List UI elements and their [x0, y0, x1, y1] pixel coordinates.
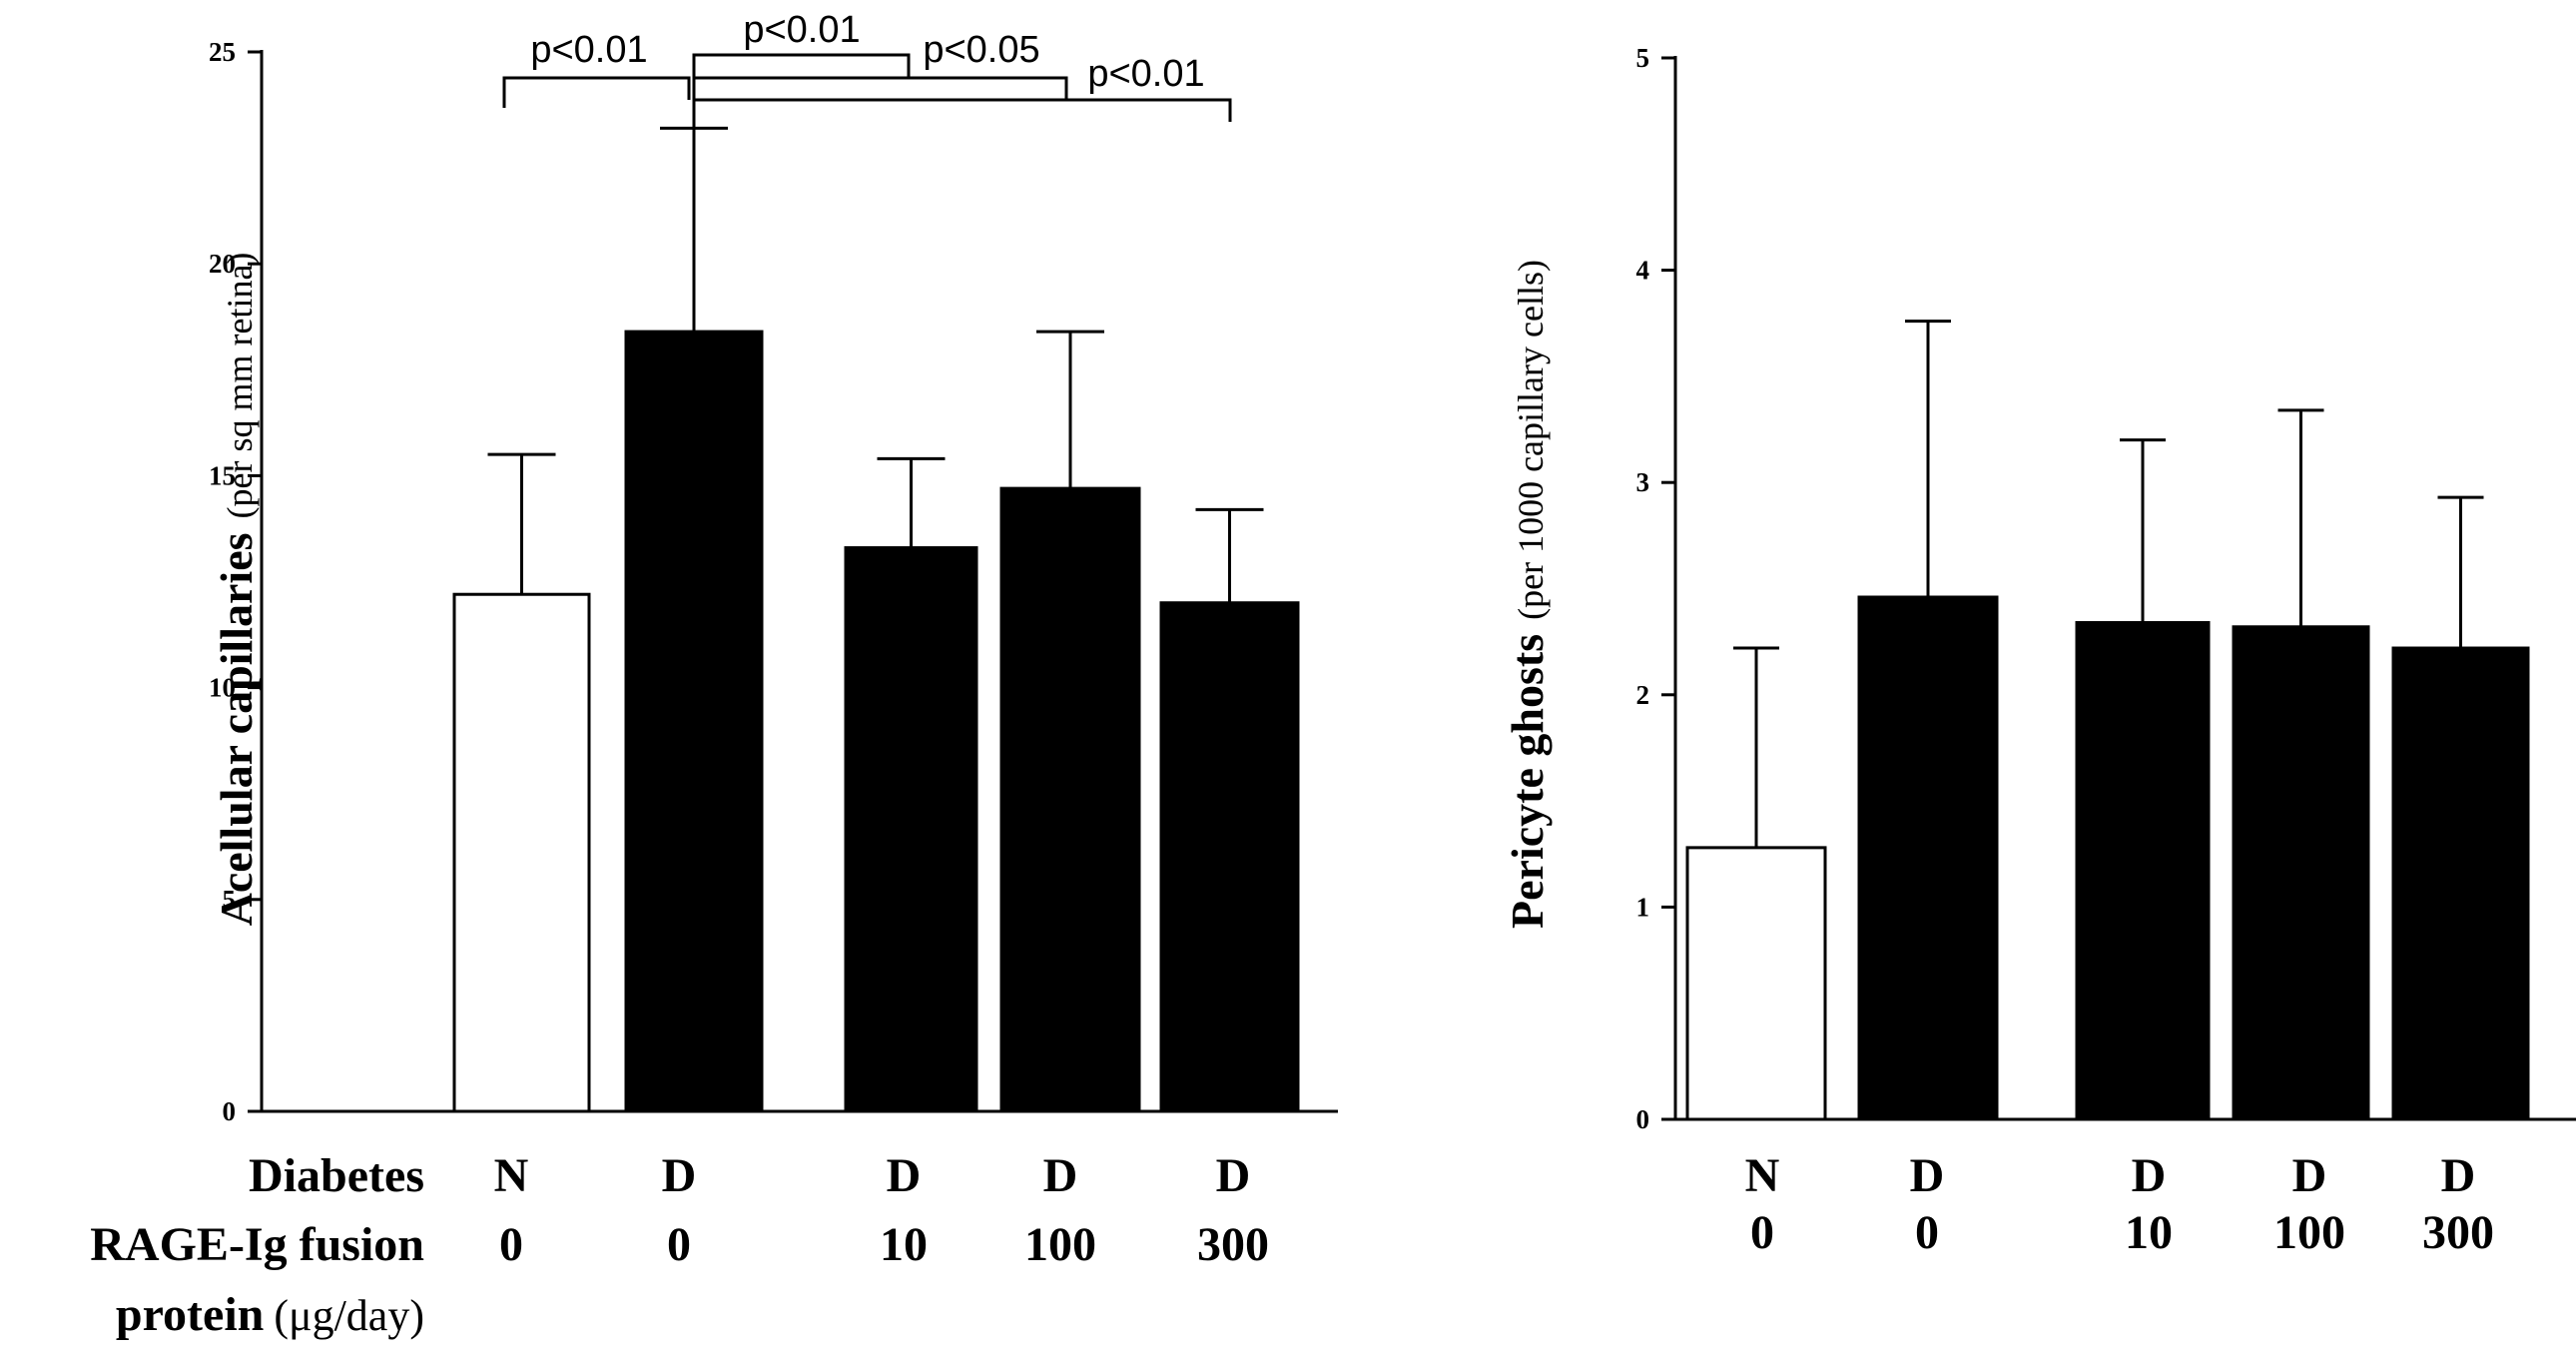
y-tick-label: 4 — [1636, 256, 1650, 286]
category-dose-label: 10 — [880, 1218, 928, 1271]
bar — [1857, 595, 1999, 1121]
y-axis-label-sub: (per sq mm retina) — [220, 253, 260, 519]
significance-bracket-line — [502, 76, 691, 108]
bar — [1685, 846, 1827, 1121]
y-tick-label: 1 — [1636, 892, 1650, 922]
y-tick-label: 2 — [1636, 680, 1650, 710]
bar — [1159, 601, 1300, 1113]
y-tick-label: 3 — [1636, 467, 1650, 497]
significance-bracket-line — [692, 76, 1068, 100]
bar — [999, 486, 1141, 1113]
category-dose-label: 100 — [1024, 1218, 1096, 1271]
category-dose-label: 0 — [667, 1218, 691, 1271]
row-label-protein-bold: protein — [116, 1288, 264, 1341]
pericyte-ghosts-chart: 0 1 2 3 4 5 Pericyte ghosts (per 1000 capillary… — [1502, 43, 2576, 1259]
category-diabetes-label: D — [2132, 1149, 2167, 1202]
row-label-rage: RAGE-Ig fusion — [90, 1218, 424, 1271]
category-dose-label: 0 — [1915, 1206, 1939, 1259]
y-tick-label: 20 — [209, 249, 236, 279]
category-dose-label: 0 — [499, 1218, 523, 1271]
y-axis-label: Pericyte ghosts (per 1000 capillary cells… — [1502, 260, 1553, 929]
y-axis-label-sub: (per 1000 capillary cells) — [1511, 260, 1551, 620]
category-dose-label: 0 — [1750, 1206, 1774, 1259]
category-diabetes-label: N — [1745, 1149, 1780, 1202]
bar — [2075, 621, 2211, 1121]
category-dose-label: 100 — [2273, 1206, 2345, 1259]
y-tick-label: 10 — [209, 673, 236, 703]
significance-bracket: p<0.01 — [502, 26, 691, 108]
category-diabetes-label: D — [1043, 1149, 1078, 1202]
y-tick-label: 0 — [1636, 1104, 1650, 1134]
category-dose-label: 300 — [1197, 1218, 1269, 1271]
significance-label: p<0.01 — [743, 9, 860, 51]
significance-label: p<0.01 — [530, 29, 647, 71]
category-dose-label: 300 — [2422, 1206, 2494, 1259]
category-diabetes-label: D — [2292, 1149, 2327, 1202]
y-axis-label-main: Acellular capillaries — [211, 532, 262, 926]
y-tick-label: 5 — [223, 885, 237, 915]
row-label-protein-unit: (μg/day) — [274, 1291, 424, 1340]
category-dose-label: 10 — [2125, 1206, 2173, 1259]
significance-bracket: p<0.01 — [692, 6, 911, 77]
category-diabetes-label: N — [494, 1149, 529, 1202]
bar — [844, 546, 978, 1113]
row-label-protein: protein (μg/day) — [116, 1288, 424, 1341]
significance-bracket: p<0.01 — [692, 50, 1232, 122]
significance-label: p<0.01 — [1087, 53, 1204, 95]
category-diabetes-label: D — [1910, 1149, 1945, 1202]
y-tick-label: 0 — [223, 1096, 237, 1126]
bar — [452, 592, 591, 1113]
acellular-capillaries-chart: 0 5 10 15 20 25 Acellular capillaries (per sq m… — [90, 6, 1338, 1341]
category-diabetes-label: D — [662, 1149, 697, 1202]
significance-bracket-line — [692, 53, 911, 77]
y-tick-label: 5 — [1636, 43, 1650, 73]
category-diabetes-label: D — [887, 1149, 922, 1202]
significance-label: p<0.05 — [923, 29, 1039, 71]
category-diabetes-label: D — [2441, 1149, 2476, 1202]
y-tick-label: 25 — [209, 37, 236, 67]
significance-bracket: p<0.05 — [692, 26, 1068, 100]
y-axis-label: Acellular capillaries (per sq mm retina) — [211, 253, 262, 927]
bar — [624, 330, 764, 1113]
row-label-diabetes: Diabetes — [249, 1149, 424, 1202]
bar — [2232, 625, 2370, 1121]
bar — [2391, 646, 2530, 1121]
y-tick-label: 15 — [209, 460, 236, 490]
category-diabetes-label: D — [1216, 1149, 1251, 1202]
y-axis-label-main: Pericyte ghosts — [1502, 634, 1553, 929]
